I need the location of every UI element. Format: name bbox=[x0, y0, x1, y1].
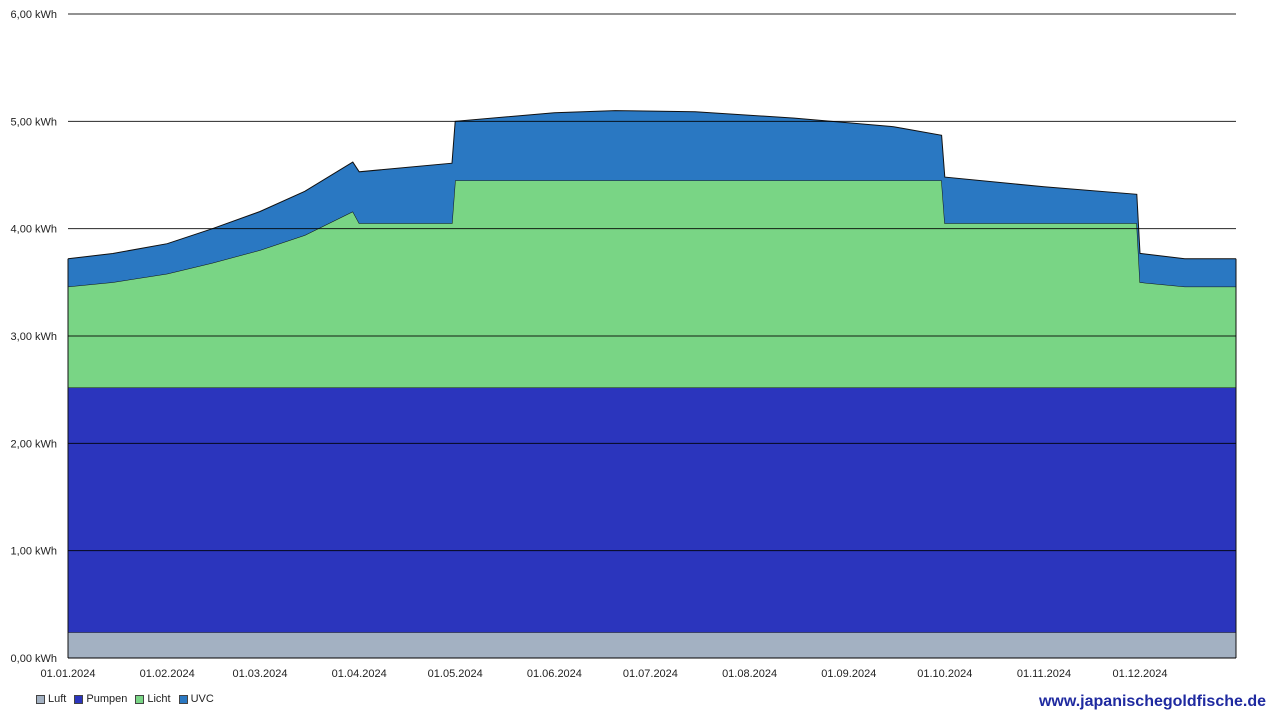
y-tick-label: 5,00 kWh bbox=[11, 116, 57, 128]
x-tick-label: 01.04.2024 bbox=[332, 668, 387, 680]
x-tick-label: 01.06.2024 bbox=[527, 668, 582, 680]
legend-item-pumpen: Pumpen bbox=[74, 693, 127, 705]
area-pumpen bbox=[68, 387, 1236, 633]
legend-swatch-pumpen bbox=[74, 694, 84, 704]
x-tick-label: 01.07.2024 bbox=[623, 668, 678, 680]
x-axis-ticks: 01.01.2024 01.02.2024 01.03.2024 01.04.2024… bbox=[40, 668, 1167, 680]
legend-label-pumpen: Pumpen bbox=[86, 693, 128, 705]
legend-label-uvc: UVC bbox=[190, 693, 214, 705]
legend-item-luft: Luft bbox=[36, 693, 66, 705]
legend-swatch-luft bbox=[36, 694, 45, 704]
y-tick-label: 6,00 kWh bbox=[11, 9, 57, 21]
x-tick-label: 01.08.2024 bbox=[722, 668, 777, 680]
legend-swatch-licht bbox=[135, 694, 145, 704]
gridlines bbox=[68, 13, 1236, 659]
legend-swatch-uvc bbox=[178, 694, 188, 704]
x-tick-label: 01.01.2024 bbox=[40, 668, 95, 680]
y-axis-ticks: 0,00 kWh 1,00 kWh 2,00 kWh 3,00 kWh 4,00 kWh… bbox=[11, 9, 57, 665]
area-luft bbox=[68, 632, 1236, 658]
y-tick-label: 2,00 kWh bbox=[11, 438, 57, 450]
x-tick-label: 01.02.2024 bbox=[140, 668, 195, 680]
series-areas bbox=[67, 110, 1237, 658]
area-uvc bbox=[68, 110, 1236, 287]
website-watermark: www.japanischegoldfische.de bbox=[1038, 693, 1266, 710]
legend-item-licht: Licht bbox=[135, 693, 171, 705]
legend-label-licht: Licht bbox=[147, 693, 171, 705]
area-edge-uvc bbox=[67, 110, 1236, 260]
x-tick-label: 01.09.2024 bbox=[821, 668, 876, 680]
x-tick-label: 01.10.2024 bbox=[917, 668, 972, 680]
legend-item-uvc: UVC bbox=[178, 693, 214, 705]
y-tick-label: 4,00 kWh bbox=[11, 224, 57, 236]
y-tick-label: 3,00 kWh bbox=[11, 331, 57, 343]
legend: Luft Pumpen Licht UVC bbox=[36, 693, 214, 705]
legend-label-luft: Luft bbox=[48, 693, 67, 705]
x-tick-label: 01.12.2024 bbox=[1112, 668, 1167, 680]
x-tick-label: 01.05.2024 bbox=[428, 668, 483, 680]
x-tick-label: 01.03.2024 bbox=[232, 668, 287, 680]
x-tick-label: 01.11.2024 bbox=[1017, 668, 1071, 680]
y-tick-label: 1,00 kWh bbox=[11, 546, 57, 558]
y-tick-label: 0,00 kWh bbox=[11, 653, 57, 665]
